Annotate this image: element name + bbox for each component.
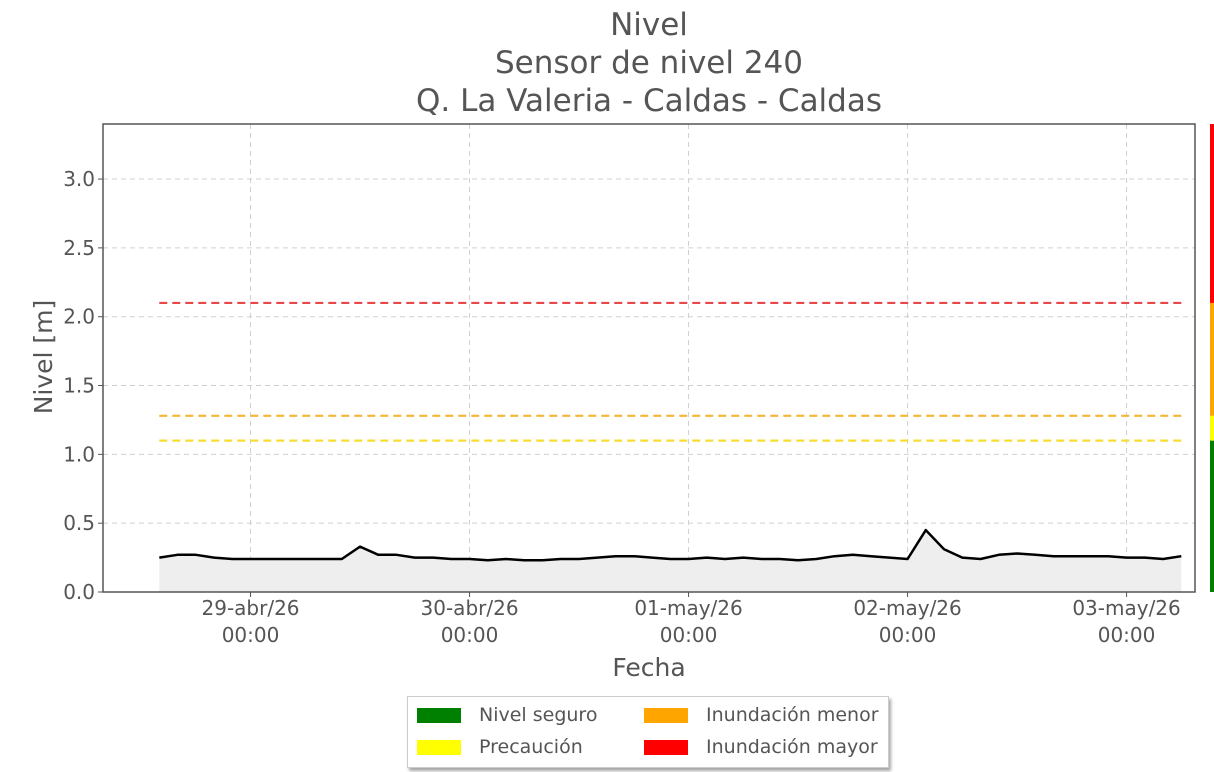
y-tick-label: 1.0 xyxy=(63,442,95,466)
level-scale-segment xyxy=(1210,124,1214,303)
y-axis-ticks: 0.0 0.5 1.0 1.5 2.0 2.5 3.0 xyxy=(63,167,103,604)
level-scale-bar xyxy=(1210,124,1214,592)
x-tick-time: 00:00 xyxy=(660,623,718,647)
legend-label: Precaución xyxy=(479,736,583,758)
level-chart: 0.0 0.5 1.0 1.5 2.0 2.5 3.0 29-abr/26 00:00 30-a… xyxy=(29,123,1214,682)
y-tick-label: 2.5 xyxy=(63,236,95,260)
x-tick-date: 02-may/26 xyxy=(853,596,961,620)
y-axis-label: Nivel [m] xyxy=(29,300,58,415)
x-tick-time: 00:00 xyxy=(879,623,937,647)
grid-lines xyxy=(103,124,1195,592)
x-tick-date: 30-abr/26 xyxy=(421,596,519,620)
legend-item-inundacion-menor: Inundación menor xyxy=(644,703,879,727)
threshold-lines xyxy=(159,301,1182,442)
y-tick-label: 0.5 xyxy=(63,511,95,535)
plot-frame xyxy=(102,123,1196,593)
x-axis-label: Fecha xyxy=(612,653,685,682)
legend-item-precaucion: Precaución xyxy=(417,735,583,759)
legend-label: Inundación mayor xyxy=(706,736,878,758)
x-tick-date: 29-abr/26 xyxy=(202,596,300,620)
level-scale-segment xyxy=(1210,302,1214,416)
y-tick-label: 3.0 xyxy=(63,167,95,191)
chart-title-line-2: Sensor de nivel 240 xyxy=(494,45,804,81)
legend-label: Nivel seguro xyxy=(479,704,598,726)
x-tick-date: 03-may/26 xyxy=(1072,596,1180,620)
y-tick-label: 1.5 xyxy=(63,374,95,398)
level-area-fill xyxy=(159,530,1182,592)
chart-title-line-3: Q. La Valeria - Caldas - Caldas xyxy=(415,83,882,119)
level-scale-segment xyxy=(1210,440,1214,592)
legend-label: Inundación menor xyxy=(706,704,879,726)
legend-swatch xyxy=(417,739,461,755)
legend-swatch xyxy=(644,739,688,755)
legend-item-inundacion-mayor: Inundación mayor xyxy=(644,735,878,759)
x-tick-time: 00:00 xyxy=(1098,623,1156,647)
x-axis-ticks: 29-abr/26 00:00 30-abr/26 00:00 01-may/26 00:… xyxy=(202,592,1181,647)
legend-swatch xyxy=(417,707,461,723)
y-tick-label: 0.0 xyxy=(63,580,95,604)
legend-swatch xyxy=(644,707,688,723)
x-tick-date: 01-may/26 xyxy=(634,596,742,620)
y-tick-label: 2.0 xyxy=(63,305,95,329)
legend: Nivel seguro Inundación menor Precaución… xyxy=(407,696,889,768)
x-tick-time: 00:00 xyxy=(441,623,499,647)
x-tick-time: 00:00 xyxy=(222,623,280,647)
legend-item-nivel-seguro: Nivel seguro xyxy=(417,703,597,727)
level-scale-segment xyxy=(1210,415,1214,441)
chart-title-line-1: Nivel xyxy=(610,7,688,43)
level-series-line xyxy=(159,528,1182,562)
